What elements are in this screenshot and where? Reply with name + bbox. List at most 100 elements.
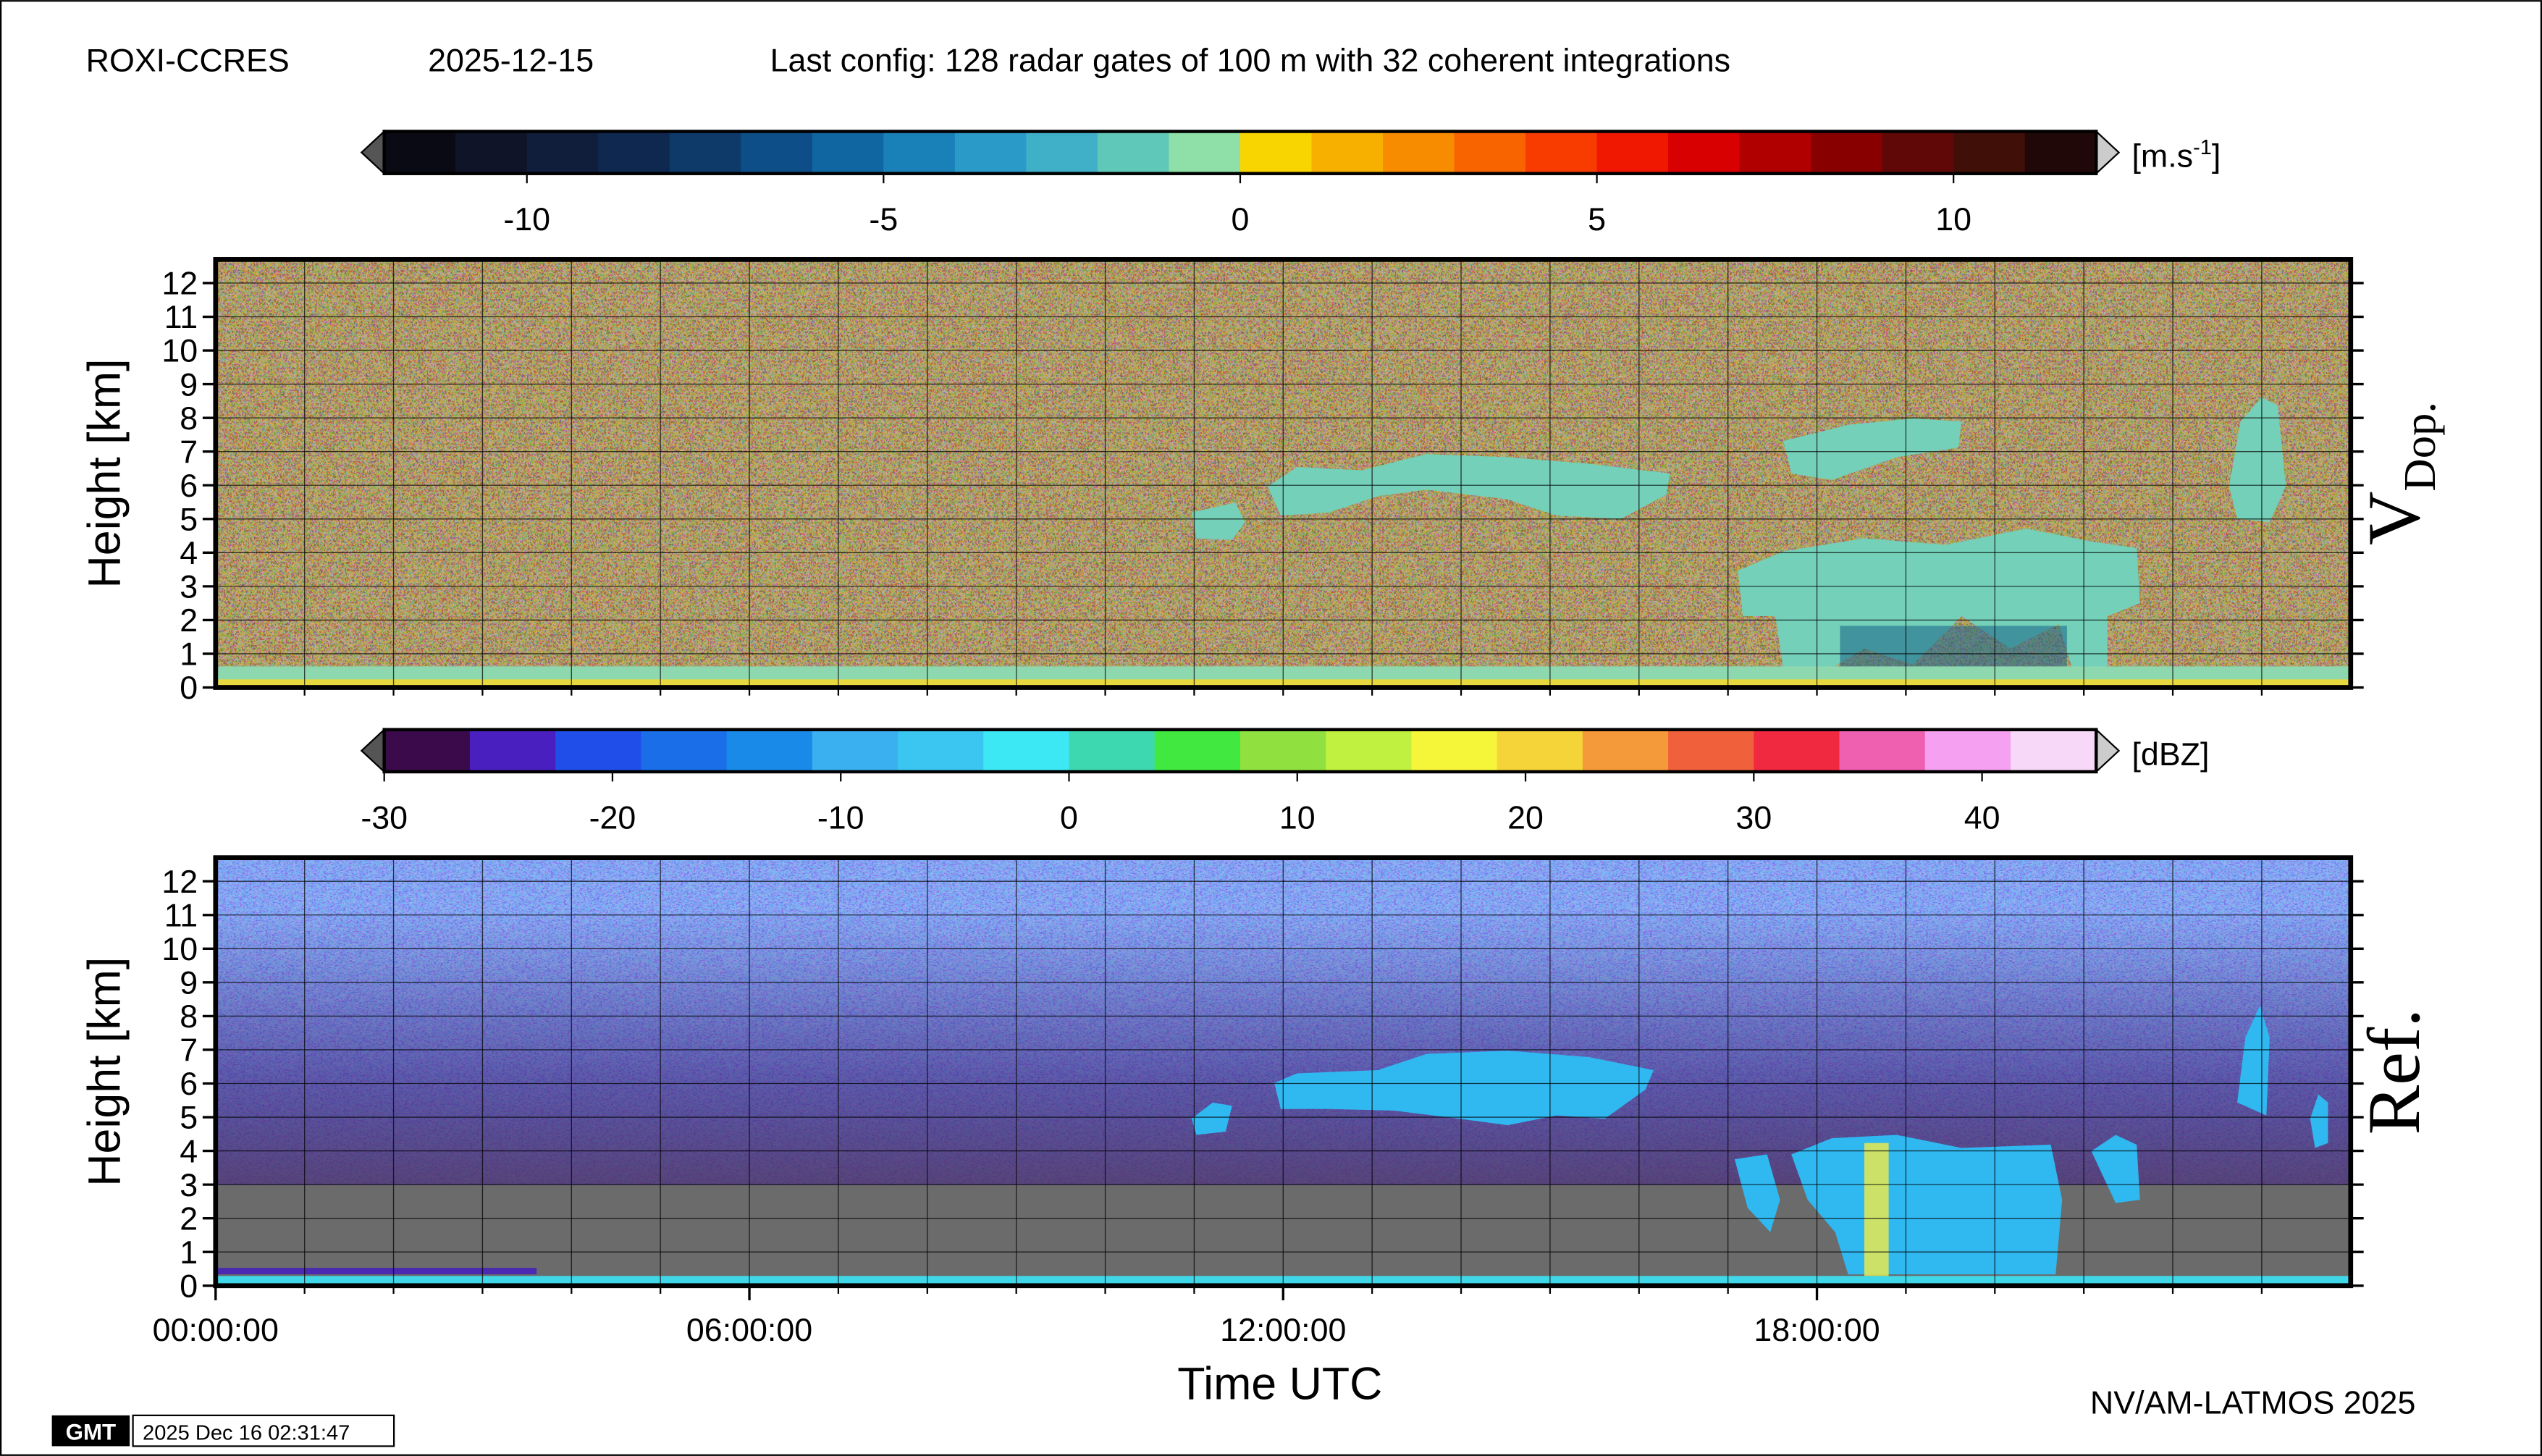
colorbar-segment	[741, 131, 813, 174]
y-tick-label: 9	[180, 965, 198, 1001]
colorbar-segment	[1754, 729, 1840, 772]
colorbar-segment	[1240, 131, 1313, 174]
colorbar-unit: [m.s-1]	[2131, 136, 2221, 174]
y-tick-label: 3	[180, 569, 198, 605]
colorbar-segment	[1311, 131, 1384, 174]
colorbar-segment	[983, 729, 1070, 772]
y-tick-label: 0	[180, 670, 198, 706]
y-tick-label: 4	[180, 1133, 198, 1169]
colorbar-segment	[1596, 131, 1669, 174]
credit: NV/AM-LATMOS 2025	[2090, 1385, 2415, 1421]
colorbar-segment	[555, 729, 642, 772]
y-tick-label: 6	[180, 1066, 198, 1102]
colorbar-segment	[1383, 131, 1455, 174]
colorbar-segment	[1411, 729, 1498, 772]
y-tick-label: 4	[180, 535, 198, 571]
colorbar-segment	[1525, 131, 1598, 174]
low-echo	[215, 1268, 537, 1275]
colorbar-segment	[1668, 131, 1741, 174]
unit-close: ]	[2212, 138, 2221, 174]
y-tick-label: 6	[180, 468, 198, 504]
colorbar-segment	[1454, 131, 1526, 174]
colorbar-frame	[382, 728, 2098, 774]
logo: GMT	[66, 1419, 117, 1444]
config: Last config: 128 radar gates of 100 m wi…	[770, 43, 1730, 79]
x-tick-label: 06:00:00	[686, 1312, 812, 1348]
colorbar-tick-label: 40	[1964, 799, 2000, 836]
colorbar-segment	[384, 131, 456, 174]
y-tick-label: 11	[164, 299, 198, 335]
colorbar-segment	[812, 729, 898, 772]
y-tick-label: 8	[180, 998, 198, 1035]
colorbar-segment	[2024, 131, 2097, 174]
y-tick-label: 12	[161, 266, 198, 302]
panel-label-sub: Dop.	[2394, 402, 2445, 492]
colorbar-segment	[1739, 131, 1811, 174]
colorbar-segment	[1953, 131, 2026, 174]
panel-label-main: V	[2353, 492, 2436, 545]
colorbar-tick-label: 30	[1735, 799, 1772, 836]
y-axis-label: Height [km]	[80, 957, 130, 1187]
colorbar-segment	[1026, 131, 1098, 174]
colorbar-segment	[1069, 729, 1156, 772]
plot-frame	[213, 855, 2354, 1289]
colorbar-unit: [dBZ]	[2131, 736, 2209, 773]
y-tick-label: 3	[180, 1167, 198, 1203]
date: 2025-12-15	[428, 43, 594, 79]
y-tick-label: 1	[180, 636, 198, 673]
colorbar-tick-label: -30	[361, 799, 408, 836]
y-tick-label: 10	[161, 333, 198, 369]
y-tick-label: 10	[161, 931, 198, 967]
timestamp-box	[132, 1414, 395, 1447]
colorbar-segment	[1097, 131, 1170, 174]
x-tick-label: 12:00:00	[1220, 1312, 1346, 1348]
y-tick-label: 2	[180, 1200, 198, 1237]
y-tick-label: 5	[180, 1100, 198, 1136]
colorbar-segment	[1924, 729, 2011, 772]
colorbar-tick-label: 10	[1935, 201, 1971, 237]
panel-label: Ref.	[2353, 1009, 2436, 1135]
y-tick-label: 0	[180, 1268, 198, 1304]
colorbar-segment	[898, 729, 984, 772]
x-tick-label: 00:00:00	[153, 1312, 279, 1348]
colorbar-segment	[1839, 729, 1926, 772]
y-tick-label: 7	[180, 434, 198, 470]
colorbar-segment	[598, 131, 670, 174]
colorbar-segment	[1169, 131, 1241, 174]
colorbar-segment	[2011, 729, 2097, 772]
x-tick-label: 18:00:00	[1754, 1312, 1880, 1348]
y-tick-label: 9	[180, 366, 198, 403]
colorbar-segment	[1882, 131, 1954, 174]
colorbar-tick-label: 0	[1232, 201, 1250, 237]
colorbar-segment	[1154, 729, 1241, 772]
colorbar-segment	[1497, 729, 1583, 772]
colorbar-segment	[1668, 729, 1754, 772]
colorbar-tick-label: -10	[817, 799, 864, 836]
y-tick-label: 12	[161, 864, 198, 900]
unit-sup: -1	[2193, 136, 2212, 159]
y-tick-label: 8	[180, 400, 198, 437]
colorbar-tick-label: -10	[503, 201, 550, 237]
colorbar-segment	[384, 729, 471, 772]
colorbar-segment	[526, 131, 599, 174]
x-axis-label: Time UTC	[1177, 1359, 1382, 1410]
clouds	[1191, 397, 2286, 678]
panel-label-main: Ref.	[2353, 1009, 2436, 1135]
y-tick-label: 11	[164, 897, 198, 933]
y-tick-label: 2	[180, 602, 198, 639]
colorbar-segment	[954, 131, 1027, 174]
y-axis-label: Height [km]	[80, 358, 130, 588]
colorbar-segment	[883, 131, 956, 174]
colorbar-segment	[669, 131, 741, 174]
timestamp: 2025 Dec 16 02:31:47	[143, 1421, 350, 1444]
colorbar-segment	[455, 131, 528, 174]
colorbar-tick-label: 10	[1279, 799, 1316, 836]
y-tick-label: 7	[180, 1032, 198, 1069]
y-tick-label: 1	[180, 1234, 198, 1271]
colorbar-segment	[726, 729, 813, 772]
colorbar-tick-label: -20	[589, 799, 636, 836]
colorbar-tick-label: 5	[1588, 201, 1606, 237]
colorbar-tick-label: -5	[869, 201, 898, 237]
